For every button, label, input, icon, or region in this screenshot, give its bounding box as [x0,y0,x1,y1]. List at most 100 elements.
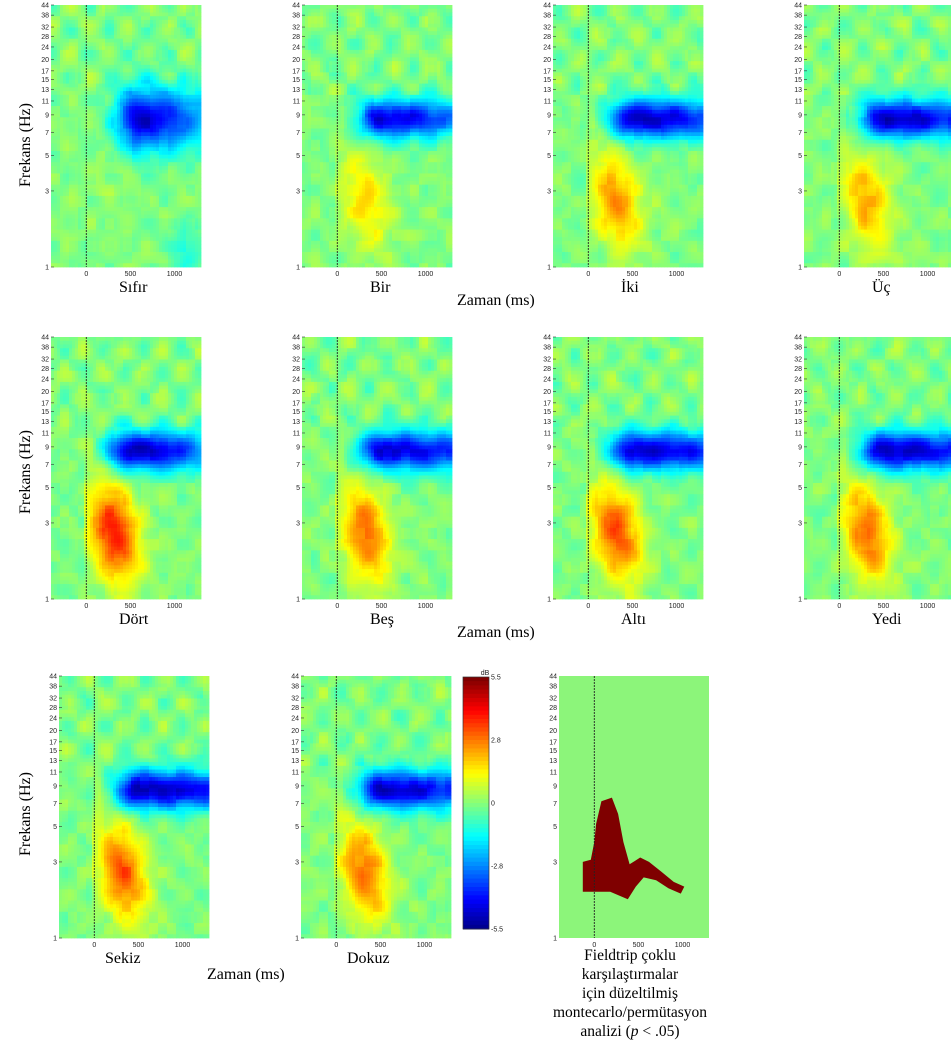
heatmap-cell [93,248,97,253]
heatmap-cell [60,263,64,268]
heatmap-cell [132,255,136,260]
heatmap-cell [189,173,193,178]
heatmap-cell [78,240,82,245]
heatmap-cell [332,16,336,21]
heatmap-cell [320,38,324,43]
heatmap-cell [132,180,136,186]
heatmap-cell [195,255,199,260]
heatmap-cell [141,162,145,167]
heatmap-cell [132,27,136,32]
heatmap-cell [341,199,345,204]
heatmap-cell [66,195,70,201]
heatmap-cell [93,46,97,51]
heatmap-cell [341,68,345,73]
heatmap-cell [87,57,91,62]
heatmap-cell [314,229,318,234]
heatmap-cell [132,79,136,84]
heatmap-cell [153,31,157,36]
heatmap-cell [344,143,348,148]
heatmap-cell [129,98,133,103]
heatmap-cell [165,121,169,126]
heatmap-cell [135,173,139,178]
heatmap-cell [114,8,118,13]
heatmap-cell [153,263,157,268]
heatmap-cell [123,184,127,189]
heatmap-cell [96,203,100,208]
heatmap-cell [326,34,330,40]
heatmap-cell [177,117,181,122]
heatmap-cell [347,91,351,96]
heatmap-cell [323,46,327,51]
heatmap-cell [195,132,199,137]
heatmap-cell [96,49,100,55]
heatmap-cell [162,143,166,148]
heatmap-cell [126,106,130,111]
heatmap-cell [323,19,327,25]
heatmap-cell [150,147,154,152]
heatmap-cell [305,8,309,13]
heatmap-cell [60,46,64,51]
heatmap-cell [87,132,91,137]
heatmap-cell [347,132,351,137]
heatmap-cell [87,233,91,238]
heatmap-cell [329,162,333,167]
heatmap-cell [63,192,67,197]
heatmap-cell [96,143,100,148]
heatmap-cell [329,128,333,133]
heatmap-cell [305,139,309,144]
heatmap-cell [135,61,139,66]
heatmap-cell [165,5,169,10]
heatmap-cell [308,244,312,249]
heatmap-cell [144,128,148,133]
heatmap-cell [326,132,330,137]
heatmap-cell [129,132,133,137]
heatmap-cell [326,210,330,215]
heatmap-cell [162,132,166,137]
heatmap-cell [344,128,348,133]
heatmap-cell [168,195,172,201]
heatmap-cell [344,27,348,32]
heatmap-cell [120,233,124,238]
heatmap-cell [192,218,196,223]
heatmap-cell [156,237,160,242]
heatmap-cell [126,57,130,62]
heatmap-cell [186,23,190,28]
heatmap-cell [105,94,109,99]
heatmap-cell [344,252,348,257]
heatmap-cell [105,57,109,62]
heatmap-cell [332,207,336,212]
heatmap-cell [186,124,190,129]
heatmap-cell [305,61,309,66]
heatmap-cell [111,19,115,25]
heatmap-cell [308,34,312,40]
heatmap-cell [195,16,199,21]
heatmap-cell [141,192,145,197]
heatmap-cell [180,91,184,96]
heatmap-cell [362,165,366,171]
heatmap-cell [132,31,136,36]
heatmap-cell [159,259,163,264]
heatmap-cell [93,94,97,99]
heatmap-cell [174,240,178,245]
heatmap-cell [323,49,327,55]
heatmap-cell [338,124,342,129]
heatmap-cell [138,5,142,10]
heatmap-cell [138,27,142,32]
heatmap-cell [54,207,58,212]
heatmap-cell [183,195,187,201]
heatmap-cell [63,207,67,212]
heatmap-cell [105,244,109,249]
heatmap-cell [326,42,330,47]
heatmap-cell [102,147,106,152]
heatmap-cell [96,27,100,32]
heatmap-cell [186,79,190,84]
heatmap-cell [311,248,315,253]
heatmap-cell [72,53,76,58]
heatmap-cell [132,169,136,174]
heatmap-cell [108,233,112,238]
heatmap-cell [72,203,76,208]
heatmap-cell [183,124,187,129]
heatmap-cell [78,139,82,144]
heatmap-cell [314,5,318,10]
heatmap-cell [84,31,88,36]
